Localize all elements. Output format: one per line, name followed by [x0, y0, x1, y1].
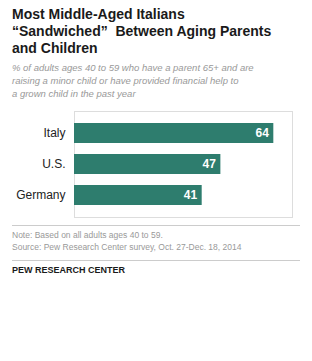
svg-text:41: 41 — [184, 188, 198, 202]
html-text:Note: Based on all adults ages: Note: Based on all adults ages 40 to 59. — [12, 229, 163, 240]
html-text:Source: Pew Research Center su: Source: Pew Research Center survey, Oct.… — [12, 241, 242, 252]
html-text:PEW RESEARCH CENTER: PEW RESEARCH CENTER — [12, 264, 125, 275]
svg-text:Germany: Germany — [16, 188, 65, 202]
svg-text:47: 47 — [203, 157, 217, 171]
svg-text:64: 64 — [255, 126, 269, 140]
html-text:Most Middle-Aged Italians “San: Most Middle-Aged Italians “Sandwiched” B… — [12, 6, 272, 56]
html-text:% of adults ages 40 to 59 who: % of adults ages 40 to 59 who have a par… — [12, 62, 254, 99]
svg-text:U.S.: U.S. — [42, 157, 65, 171]
svg-text:Italy: Italy — [43, 126, 65, 140]
